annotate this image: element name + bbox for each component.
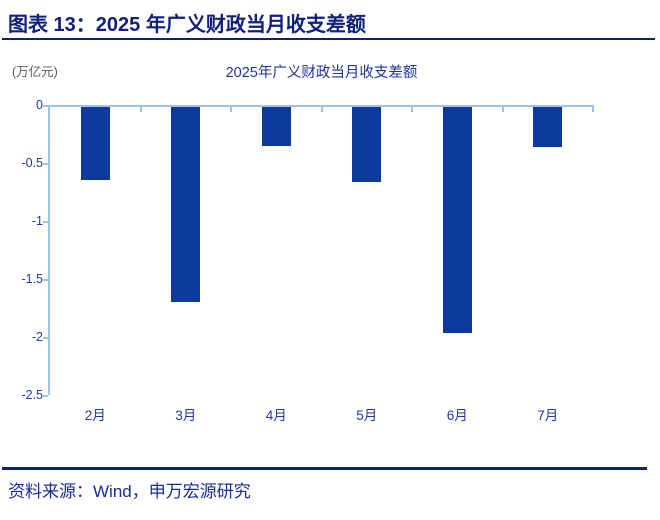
x-axis-line xyxy=(49,105,594,107)
chart-title: 2025年广义财政当月收支差额 xyxy=(225,65,418,81)
bar-4月 xyxy=(261,107,291,147)
y-axis-tick xyxy=(43,395,48,397)
bar-2月 xyxy=(80,107,110,180)
y-axis-tick xyxy=(43,279,48,281)
bar-3月 xyxy=(171,107,201,302)
x-axis-tick xyxy=(230,107,232,112)
x-axis-tick xyxy=(501,107,504,112)
y-axis-tick xyxy=(43,221,48,223)
y-axis-label: 0 xyxy=(36,98,43,112)
y-axis-tick xyxy=(43,337,48,339)
y-axis-label: -0.5 xyxy=(21,156,43,170)
source-note: 资料来源：Wind，申万宏源研究 xyxy=(8,482,251,501)
x-axis-label: 4月 xyxy=(265,408,287,423)
x-axis-tick xyxy=(320,107,323,112)
y-axis-label: -1 xyxy=(31,214,43,228)
x-axis-label: 3月 xyxy=(175,408,197,423)
figure-caption: 图表 13：2025 年广义财政当月收支差额 xyxy=(8,14,366,36)
x-axis-label: 6月 xyxy=(446,408,468,423)
bar-7月 xyxy=(533,107,563,148)
bar-5月 xyxy=(352,107,382,182)
x-axis-tick xyxy=(411,107,413,112)
y-axis-unit-label: (万亿元) xyxy=(12,65,58,79)
footer-divider xyxy=(2,467,647,470)
y-axis-line xyxy=(48,105,50,395)
caption-divider xyxy=(2,38,655,40)
bar-6月 xyxy=(442,107,472,333)
x-axis-labels: 2月 3月 4月 5月 6月 7月 xyxy=(50,404,593,423)
y-axis-label: -2 xyxy=(31,330,43,344)
y-axis-label: -2.5 xyxy=(21,388,43,402)
y-axis-tick xyxy=(43,163,48,165)
x-axis-tick xyxy=(592,107,594,112)
x-axis-label: 5月 xyxy=(356,408,378,423)
plot-area xyxy=(50,107,594,395)
x-axis-label: 7月 xyxy=(537,408,559,423)
y-axis-label: -1.5 xyxy=(21,272,43,286)
y-axis-tick xyxy=(43,105,48,107)
x-axis-label: 2月 xyxy=(84,408,106,423)
x-axis-tick xyxy=(139,107,142,112)
